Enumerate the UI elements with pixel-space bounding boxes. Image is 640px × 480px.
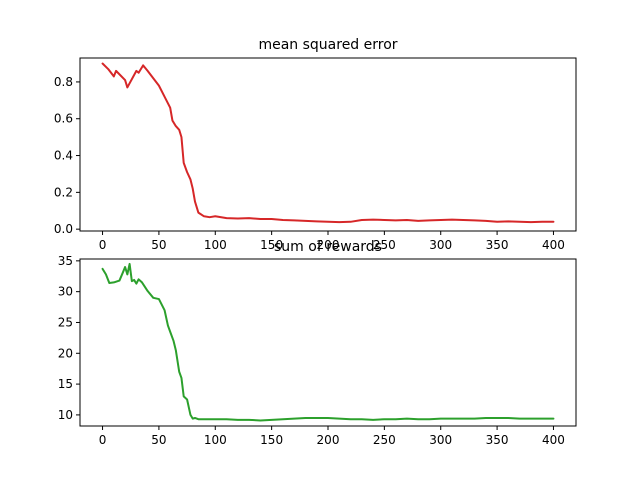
rewards-y-tick-label-3: 25: [58, 315, 73, 329]
rewards-x-tick-label-8: 400: [542, 433, 565, 447]
rewards-plot-frame: [79, 258, 577, 427]
rewards-x-tick-label-6: 300: [429, 433, 452, 447]
rewards-y-tick-label-0: 10: [58, 408, 73, 422]
mse-x-tick-label-0: 0: [99, 238, 107, 252]
mse-series-layer: [101, 62, 555, 224]
rewards-series-layer: [101, 262, 555, 422]
rewards-x-tick-label-5: 250: [373, 433, 396, 447]
rewards-chart: 0 50 100 150 200 250 300 350 400 10 15 20 25 30 35 sum…: [58, 239, 577, 447]
mse-ticks-layer: 0 50 100 150 200 250 300 350 400 0.0 0.2 0.4 0.6 0.8: [54, 75, 565, 252]
mse-chart-title: mean squared error: [258, 37, 397, 53]
mse-x-tick-label-7: 350: [486, 238, 509, 252]
mse-x-tick-label-1: 50: [151, 238, 166, 252]
rewards-x-tick-label-3: 150: [260, 433, 283, 447]
mse-x-tick-label-8: 400: [542, 238, 565, 252]
mse-series-line-0: [101, 62, 555, 224]
mse-y-tick-label-2: 0.4: [54, 149, 73, 163]
rewards-ticks-layer: 0 50 100 150 200 250 300 350 400 10 15 20 25 30 35: [58, 254, 565, 447]
rewards-chart-title: sum of rewards: [274, 239, 382, 255]
mse-chart: mean squared error 0 50 100 150 200 250 300 350…: [54, 37, 577, 252]
mse-x-tick-label-4: 200: [317, 238, 340, 252]
mse-x-tick-label-6: 300: [429, 238, 452, 252]
rewards-y-tick-label-2: 20: [58, 346, 73, 360]
rewards-x-tick-label-0: 0: [99, 433, 107, 447]
rewards-series-line-0: [101, 262, 555, 422]
rewards-y-tick-label-4: 30: [58, 285, 73, 299]
mse-plot-frame: [79, 57, 577, 232]
rewards-x-tick-label-1: 50: [151, 433, 166, 447]
mse-y-tick-label-1: 0.2: [54, 185, 73, 199]
rewards-x-tick-label-7: 350: [486, 433, 509, 447]
mse-y-tick-label-3: 0.6: [54, 112, 73, 126]
rewards-y-tick-label-5: 35: [58, 254, 73, 268]
mse-y-tick-label-4: 0.8: [54, 75, 73, 89]
mse-x-tick-label-2: 100: [204, 238, 227, 252]
rewards-x-tick-label-4: 200: [317, 433, 340, 447]
mse-y-tick-label-0: 0.0: [54, 222, 73, 236]
rewards-x-tick-label-2: 100: [204, 433, 227, 447]
mse-x-tick-label-3: 150: [260, 238, 283, 252]
rewards-y-tick-label-1: 15: [58, 377, 73, 391]
mse-x-tick-label-5: 250: [373, 238, 396, 252]
